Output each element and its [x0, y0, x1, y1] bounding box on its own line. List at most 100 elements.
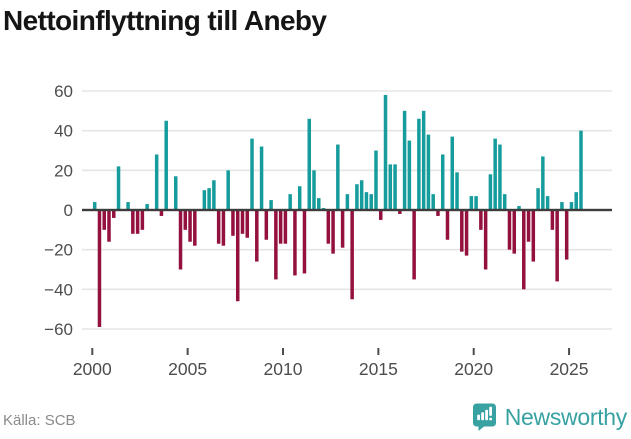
bar-2005Q4 [202, 190, 207, 210]
bar-2013Q4 [355, 184, 359, 210]
bar-2008Q3 [255, 210, 259, 262]
bar-2023Q1 [531, 210, 536, 262]
bar-2000Q4 [107, 210, 111, 242]
bar-2008Q4 [259, 146, 264, 210]
bar-2010Q1 [283, 210, 288, 244]
bar-2022Q3 [522, 210, 526, 290]
y-axis-label-40: 40 [54, 122, 73, 141]
bar-2002Q4 [145, 204, 149, 210]
bar-2004Q3 [178, 210, 183, 270]
bar-2009Q2 [269, 200, 273, 210]
bar-2019Q2 [460, 210, 464, 252]
bar-2022Q4 [526, 210, 531, 242]
bar-2025Q2 [574, 192, 578, 210]
y-axis-label-0: 0 [64, 201, 73, 220]
newsworthy-wordmark: Newsworthy [504, 403, 628, 430]
bar-2023Q4 [545, 196, 550, 210]
bar-2001Q2 [116, 166, 121, 210]
bar-2016Q1 [398, 210, 402, 214]
bar-2018Q3 [445, 210, 450, 240]
x-axis-label-2005: 2005 [168, 359, 207, 379]
bar-2009Q4 [278, 210, 283, 244]
bar-2022Q2 [517, 206, 521, 210]
bar-2007Q3 [235, 210, 240, 302]
bar-2024Q3 [560, 202, 564, 210]
logo-bar-2 [480, 412, 484, 421]
bar-2001Q1 [112, 210, 116, 218]
bar-2013Q1 [340, 210, 345, 248]
bar-2020Q3 [483, 210, 488, 270]
bar-2003Q2 [154, 154, 159, 210]
y-axis-label-20: 20 [54, 161, 73, 180]
bar-2020Q2 [479, 210, 483, 230]
bar-2003Q3 [159, 210, 164, 216]
bar-2015Q1 [379, 210, 383, 220]
bar-2010Q4 [297, 186, 302, 210]
y-axis-label--40: −40 [44, 280, 73, 299]
bar-2015Q3 [388, 164, 393, 210]
bar-2023Q3 [541, 156, 545, 210]
bar-2017Q4 [431, 194, 435, 210]
bar-2014Q2 [364, 192, 369, 210]
bar-2020Q1 [474, 196, 478, 210]
bar-2015Q4 [393, 164, 397, 210]
bar-2020Q4 [488, 174, 493, 210]
zero-axis-line [82, 208, 612, 212]
bar-2006Q3 [216, 210, 221, 244]
bar-2023Q2 [536, 188, 540, 210]
bar-2021Q4 [507, 210, 512, 250]
bar-2019Q3 [464, 210, 469, 256]
y-axis-label--60: −60 [44, 320, 73, 339]
bar-2002Q2 [135, 210, 140, 234]
logo-bar-3 [484, 409, 488, 421]
bar-2010Q2 [288, 194, 292, 210]
bar-2005Q1 [188, 210, 192, 242]
newsworthy-branding: Newsworthy [472, 402, 627, 432]
bar-2008Q2 [250, 138, 254, 210]
bar-2025Q3 [579, 130, 583, 210]
bar-2012Q3 [331, 210, 335, 254]
bar-2005Q2 [193, 210, 197, 246]
bar-2002Q3 [140, 210, 145, 230]
bar-2001Q4 [126, 202, 130, 210]
bar-2012Q2 [326, 210, 331, 244]
bar-2013Q3 [350, 210, 354, 300]
bar-2006Q4 [221, 210, 226, 246]
bar-2003Q4 [164, 120, 168, 210]
bar-2011Q3 [312, 170, 316, 210]
bar-2000Q3 [102, 210, 106, 230]
bar-2011Q4 [317, 198, 321, 210]
bar-2015Q2 [383, 94, 388, 210]
bar-2014Q3 [369, 194, 373, 210]
bar-2016Q3 [407, 140, 412, 210]
bar-2011Q1 [302, 210, 307, 274]
bar-2021Q2 [498, 144, 502, 210]
bar-2007Q1 [226, 170, 230, 210]
bar-2019Q1 [455, 172, 459, 210]
x-axis-label-2025: 2025 [550, 359, 589, 379]
bar-2010Q3 [293, 210, 297, 276]
bar-2014Q4 [374, 150, 378, 210]
bar-2017Q1 [417, 118, 421, 210]
bar-2022Q1 [512, 210, 516, 254]
bar-2009Q1 [264, 210, 269, 240]
bar-2004Q2 [173, 176, 178, 210]
bar-2000Q2 [97, 210, 102, 328]
bar-2019Q4 [469, 196, 474, 210]
bar-2017Q2 [421, 110, 426, 210]
x-axis-label-2015: 2015 [359, 359, 398, 379]
bar-2000Q1 [92, 202, 97, 210]
newsworthy-logo-icon [472, 403, 496, 431]
bar-2021Q1 [493, 138, 497, 210]
y-axis-label--20: −20 [44, 241, 73, 260]
logo-bar-1 [476, 414, 480, 421]
bar-2004Q4 [183, 210, 188, 230]
bar-2002Q1 [131, 210, 135, 234]
bar-2007Q4 [240, 210, 245, 234]
x-axis-label-2000: 2000 [73, 359, 112, 379]
bar-2016Q4 [412, 210, 416, 280]
source-label: Källa: SCB [3, 412, 76, 429]
bar-2021Q3 [502, 194, 507, 210]
